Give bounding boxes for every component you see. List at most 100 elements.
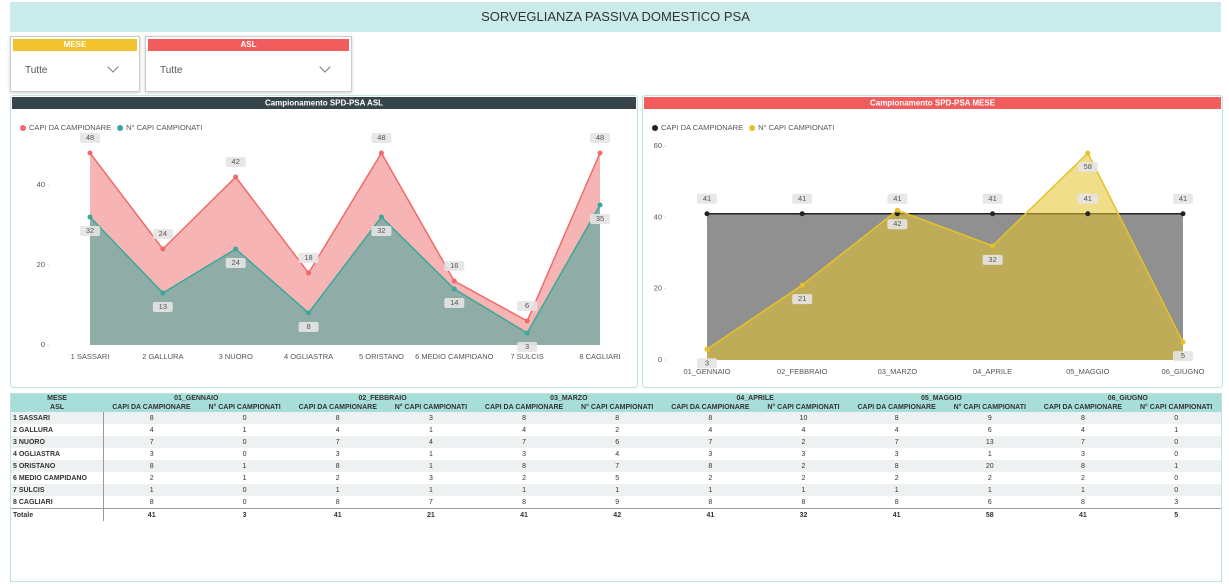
cell: 8	[848, 412, 945, 424]
legend-label: CAPI DA CAMPIONARE	[661, 123, 743, 132]
label-box	[444, 298, 465, 308]
cell: 1	[199, 460, 290, 472]
sub-header: CAPI DA CAMPIONARE	[848, 403, 945, 412]
row-label: 8 CAGLIARI	[11, 496, 104, 509]
x-tick-label: 02_FEBBRAIO	[777, 367, 828, 376]
legend-marker	[117, 125, 124, 131]
filter-label: ASL	[148, 39, 349, 51]
data-point	[704, 346, 710, 352]
data-point	[1180, 339, 1186, 345]
cell: 3	[199, 508, 290, 521]
cell: 1	[944, 484, 1035, 496]
cell: 3	[428, 474, 433, 482]
cell: 1	[242, 426, 247, 434]
cell: 9	[944, 412, 1035, 424]
area-fill	[707, 153, 1183, 360]
x-tick-label: 7 SULCIS	[510, 352, 543, 361]
label-box	[982, 254, 1003, 265]
data-label: 3	[705, 358, 709, 367]
cell: 8	[801, 498, 806, 506]
row-label: 6 MEDIO CAMPIDANO	[11, 472, 104, 484]
sub-header: N° CAPI CAMPIONATI	[944, 403, 1035, 412]
cell: 3	[1174, 498, 1179, 506]
cell: 4	[615, 450, 620, 458]
month-filter[interactable]: MESE Tutte	[10, 36, 140, 92]
cell: 1	[428, 450, 433, 458]
y-tick-label: 40	[654, 212, 662, 221]
chart-title: Campionamento SPD-PSA MESE	[870, 99, 996, 108]
data-label: 18	[304, 253, 312, 262]
label-box	[517, 342, 538, 352]
series-line	[89, 151, 601, 323]
data-point	[597, 202, 603, 208]
chart-title-bar	[644, 97, 1221, 109]
label-box	[298, 322, 319, 332]
data-point	[990, 211, 996, 217]
legend-marker	[20, 125, 26, 131]
data-label: 42	[893, 219, 901, 228]
cell: 0	[1131, 436, 1221, 448]
label-box	[152, 302, 173, 312]
sub-header: CAPI DA CAMPIONARE	[662, 403, 759, 412]
label-box	[697, 358, 717, 369]
cell: 8	[662, 460, 759, 472]
month-header: 06_GIUGNO	[1034, 394, 1221, 403]
data-label: 6	[525, 301, 529, 310]
label-box	[1077, 193, 1098, 204]
cell: 41	[103, 508, 200, 521]
sub-header: CAPI DA CAMPIONARE	[1034, 403, 1132, 412]
cell: 1	[1034, 484, 1132, 496]
y-tick-label: 0	[658, 355, 662, 364]
table-row: 2 GALLURA 4 1 4 1 4 2 4 4 4 6 4 1	[11, 424, 1221, 436]
asl-filter[interactable]: ASL Tutte	[145, 36, 352, 92]
month-header: 05_MAGGIO	[848, 394, 1035, 403]
corner-cell: MESE	[11, 394, 104, 403]
data-point	[799, 282, 805, 288]
legend-label: N° CAPI CAMPIONATI	[758, 123, 834, 132]
cell: 6	[987, 498, 992, 506]
y-tick-label: 20	[37, 260, 45, 269]
data-label: 41	[893, 194, 901, 203]
cell: 8	[289, 460, 387, 472]
legend-label: CAPI DA CAMPIONARE	[29, 123, 111, 132]
month-header: 03_MARZO	[475, 394, 662, 403]
table-row: Totale 41 3 41 21 41 42 41 32 41 58 41 5	[11, 508, 1221, 521]
label-box	[982, 193, 1003, 204]
cell: 0	[1174, 474, 1179, 482]
cell: 41	[848, 508, 945, 521]
cell: 4	[522, 426, 526, 434]
x-tick-label: 4 OGLIASTRA	[284, 352, 333, 361]
cell: 10	[758, 412, 849, 424]
data-label: 21	[798, 294, 806, 303]
cell: 7	[848, 436, 945, 448]
table-row: 4 OGLIASTRA 3 0 3 1 3 4 3 3 3 1 3 0	[11, 448, 1221, 460]
cell: 4	[1080, 426, 1085, 434]
cell: 7	[572, 460, 662, 472]
cell: 2	[758, 436, 849, 448]
x-tick-label: 01_GENNAIO	[683, 367, 730, 376]
data-label: 42	[232, 157, 240, 166]
data-point	[597, 150, 603, 156]
y-tick-label: 0	[41, 340, 45, 349]
filter-value: Tutte	[25, 65, 48, 76]
data-label: 16	[450, 261, 458, 270]
label-box	[80, 226, 100, 236]
sub-header: CAPI DA CAMPIONARE	[475, 403, 573, 412]
cell: 2	[708, 474, 713, 482]
label-box	[887, 219, 908, 230]
cell: 21	[386, 508, 476, 521]
cell: 0	[1131, 412, 1221, 424]
cell: 3	[386, 412, 476, 424]
data-label: 32	[86, 226, 94, 235]
x-tick-label: 3 NUORO	[219, 352, 253, 361]
label-box	[444, 261, 465, 271]
data-point	[87, 150, 93, 156]
cell: 1	[1131, 460, 1221, 472]
label-box	[1077, 162, 1098, 173]
data-point	[894, 207, 900, 213]
x-tick-label: 04_APRILE	[973, 367, 1012, 376]
cell: 41	[289, 508, 387, 521]
sub-header: N° CAPI CAMPIONATI	[199, 403, 290, 412]
cell: 4	[386, 436, 476, 448]
